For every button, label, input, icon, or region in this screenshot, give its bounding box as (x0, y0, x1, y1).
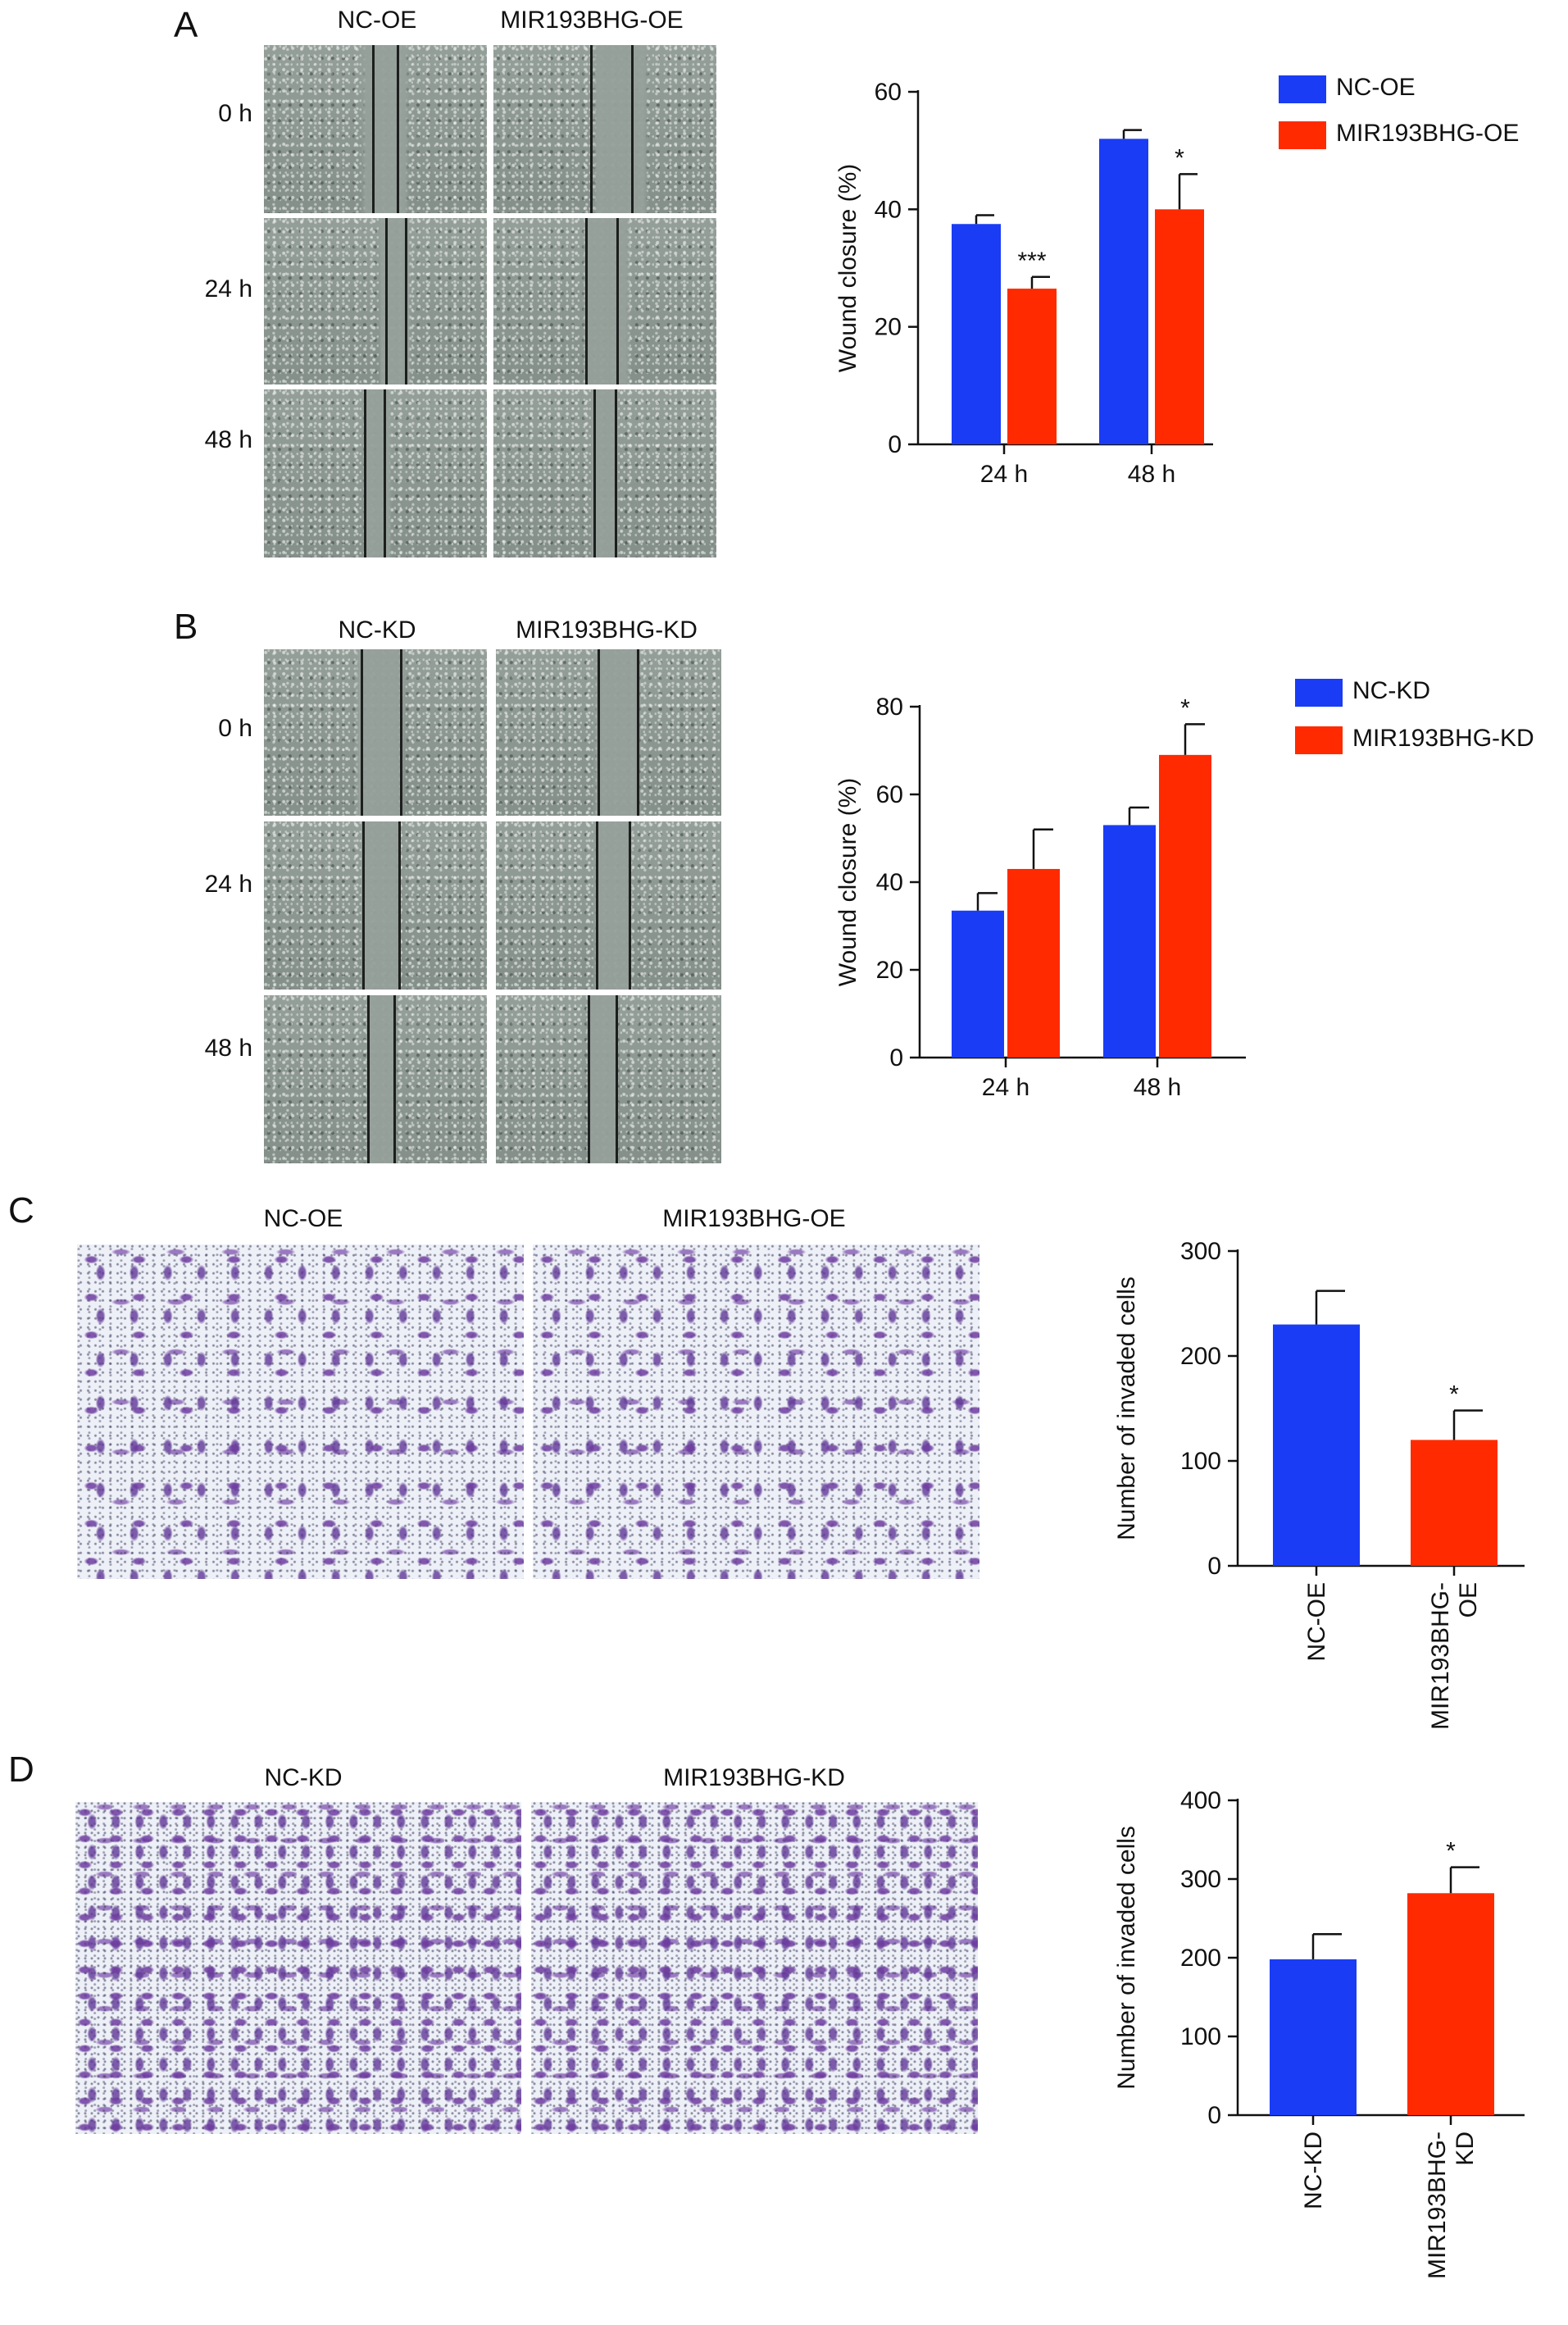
micrograph-a-nc-48h (264, 389, 487, 557)
bar-nc-oe-24-h (952, 224, 1001, 444)
y-axis-label: Number of invaded cells (1113, 1276, 1140, 1540)
micrograph-a-nc-0h (264, 45, 487, 213)
bar-nc-kd (1270, 1959, 1357, 2115)
row-label-24h: 24 h (204, 871, 252, 898)
micrograph-a-nc-24h (264, 218, 487, 384)
legend-label-nc-oe: NC-OE (1336, 74, 1416, 101)
bar-mir193bhg-kd-24-h (1007, 868, 1060, 1058)
micrograph-b-nc-0h (264, 649, 487, 816)
x-tick-label-nc-kd: NC-KD (1300, 2132, 1327, 2209)
significance-marker: * (1449, 1381, 1459, 1408)
micrograph-a-mir-48h (493, 389, 716, 557)
column-label-nc-kd: NC-KD (338, 617, 416, 644)
y-tick-label: 300 (1180, 1866, 1221, 1893)
significance-marker: *** (1017, 248, 1046, 275)
bar-mir193bhg-kd-48-h (1159, 754, 1211, 1058)
bar-mir193bhg-oe-48-h (1155, 209, 1204, 445)
x-tick-label-line: NC-KD (1300, 2132, 1327, 2209)
legend-label-nc-kd: NC-KD (1352, 677, 1430, 704)
row-label-48h: 48 h (204, 1035, 252, 1062)
micrograph-b-nc-48h (264, 995, 487, 1163)
legend-swatch-red (1295, 726, 1343, 754)
x-tick-label-line: KD (1452, 2132, 1479, 2166)
legend-label-mir193bhg-kd: MIR193BHG-KD (1352, 725, 1534, 752)
y-tick-label: 60 (875, 79, 902, 106)
x-tick-label-nc-oe: NC-OE (1303, 1582, 1330, 1662)
x-tick-label-48-h: 48 h (1128, 461, 1175, 488)
bar-mir193bhg-oe (1411, 1440, 1498, 1566)
column-label-nc-oe: NC-OE (263, 1205, 343, 1232)
row-label-0h: 0 h (218, 100, 252, 127)
y-tick-label: 20 (875, 314, 902, 341)
panel-letter-c: C (8, 1190, 34, 1231)
y-axis-label: Wound closure (%) (834, 164, 861, 373)
x-tick-label-24-h: 24 h (980, 461, 1028, 488)
x-tick-label-mir193bhg-oe: MIR193BHG- OE (1427, 1582, 1482, 1730)
significance-marker: * (1180, 694, 1190, 721)
y-tick-label: 300 (1180, 1238, 1221, 1265)
column-label-mir193bhg-kd: MIR193BHG-KD (663, 1764, 845, 1791)
x-tick-label-mir193bhg-kd: MIR193BHG- KD (1424, 2132, 1479, 2279)
column-label-nc-oe: NC-OE (337, 7, 417, 34)
y-axis-label: Wound closure (%) (834, 778, 861, 987)
y-tick-label: 100 (1180, 2023, 1221, 2050)
y-tick-label: 0 (1207, 2102, 1221, 2129)
x-tick-label-line: OE (1455, 1582, 1482, 1617)
row-label-0h: 0 h (218, 715, 252, 742)
x-tick-label-line: NC-OE (1303, 1582, 1330, 1662)
invasion-micrograph-nc-oe (77, 1244, 524, 1579)
y-tick-label: 0 (888, 431, 902, 458)
micrograph-b-kd-24h (496, 821, 721, 990)
invasion-micrograph-nc-kd (75, 1802, 521, 2134)
chart-a: 0 20 40 60 Wound closure (%) 24 h *** 48 h * (834, 79, 1213, 488)
bar-nc-oe-48-h (1099, 139, 1148, 444)
x-tick-label-24-h: 24 h (982, 1074, 1029, 1101)
y-tick-label: 40 (875, 196, 902, 223)
y-tick-label: 200 (1180, 1343, 1221, 1370)
y-tick-label: 20 (876, 957, 903, 984)
x-tick-label-line: MIR193BHG- (1427, 1582, 1454, 1730)
legend-swatch-blue (1279, 75, 1326, 103)
y-tick-label: 0 (889, 1044, 903, 1072)
panel-letter-a: A (174, 5, 198, 45)
row-label-24h: 24 h (204, 275, 252, 303)
y-tick-label: 200 (1180, 1945, 1221, 1972)
bar-nc-kd-48-h (1103, 825, 1156, 1058)
micrograph-b-kd-48h (496, 995, 721, 1163)
legend-label-mir193bhg-oe: MIR193BHG-OE (1336, 120, 1520, 147)
significance-marker: * (1446, 1838, 1456, 1865)
column-label-mir193bhg-kd: MIR193BHG-KD (516, 617, 698, 644)
invasion-micrograph-mir193bhg-kd (531, 1802, 978, 2134)
x-tick-label-line: MIR193BHG- (1424, 2132, 1451, 2279)
y-tick-label: 0 (1207, 1553, 1221, 1580)
legend-swatch-red (1279, 121, 1326, 149)
chart-d: 0 100 200 300 400 Number of invaded cells NC-K… (1113, 1787, 1525, 2279)
bar-nc-oe (1273, 1324, 1360, 1566)
chart-c: 0 100 200 300 Number of invaded cells NC-OE * M… (1113, 1238, 1525, 1730)
y-tick-label: 80 (876, 694, 903, 721)
panel-letter-b: B (174, 607, 198, 647)
y-tick-label: 40 (876, 869, 903, 896)
micrograph-a-mir-0h (493, 45, 716, 213)
significance-marker: * (1175, 144, 1184, 171)
legend-swatch-blue (1295, 679, 1343, 707)
micrograph-b-nc-24h (264, 821, 487, 990)
column-label-nc-kd: NC-KD (264, 1764, 343, 1791)
column-label-mir193bhg-oe: MIR193BHG-OE (662, 1205, 846, 1232)
y-tick-label: 60 (876, 781, 903, 808)
bar-mir193bhg-oe-24-h (1007, 289, 1057, 444)
row-label-48h: 48 h (204, 426, 252, 453)
x-tick-label-48-h: 48 h (1134, 1074, 1181, 1101)
panel-letter-d: D (8, 1749, 34, 1790)
chart-b: 0 20 40 60 80 Wound closure (%) 24 h 48 h * (834, 694, 1246, 1101)
y-tick-label: 400 (1180, 1787, 1221, 1814)
invasion-micrograph-mir193bhg-oe (533, 1244, 979, 1579)
y-tick-label: 100 (1180, 1448, 1221, 1475)
y-axis-label: Number of invaded cells (1113, 1826, 1140, 2090)
micrograph-a-mir-24h (493, 218, 716, 384)
micrograph-b-kd-0h (496, 649, 721, 816)
column-label-mir193bhg-oe: MIR193BHG-OE (500, 7, 684, 34)
bar-nc-kd-24-h (952, 910, 1004, 1058)
bar-mir193bhg-kd (1407, 1893, 1494, 2115)
